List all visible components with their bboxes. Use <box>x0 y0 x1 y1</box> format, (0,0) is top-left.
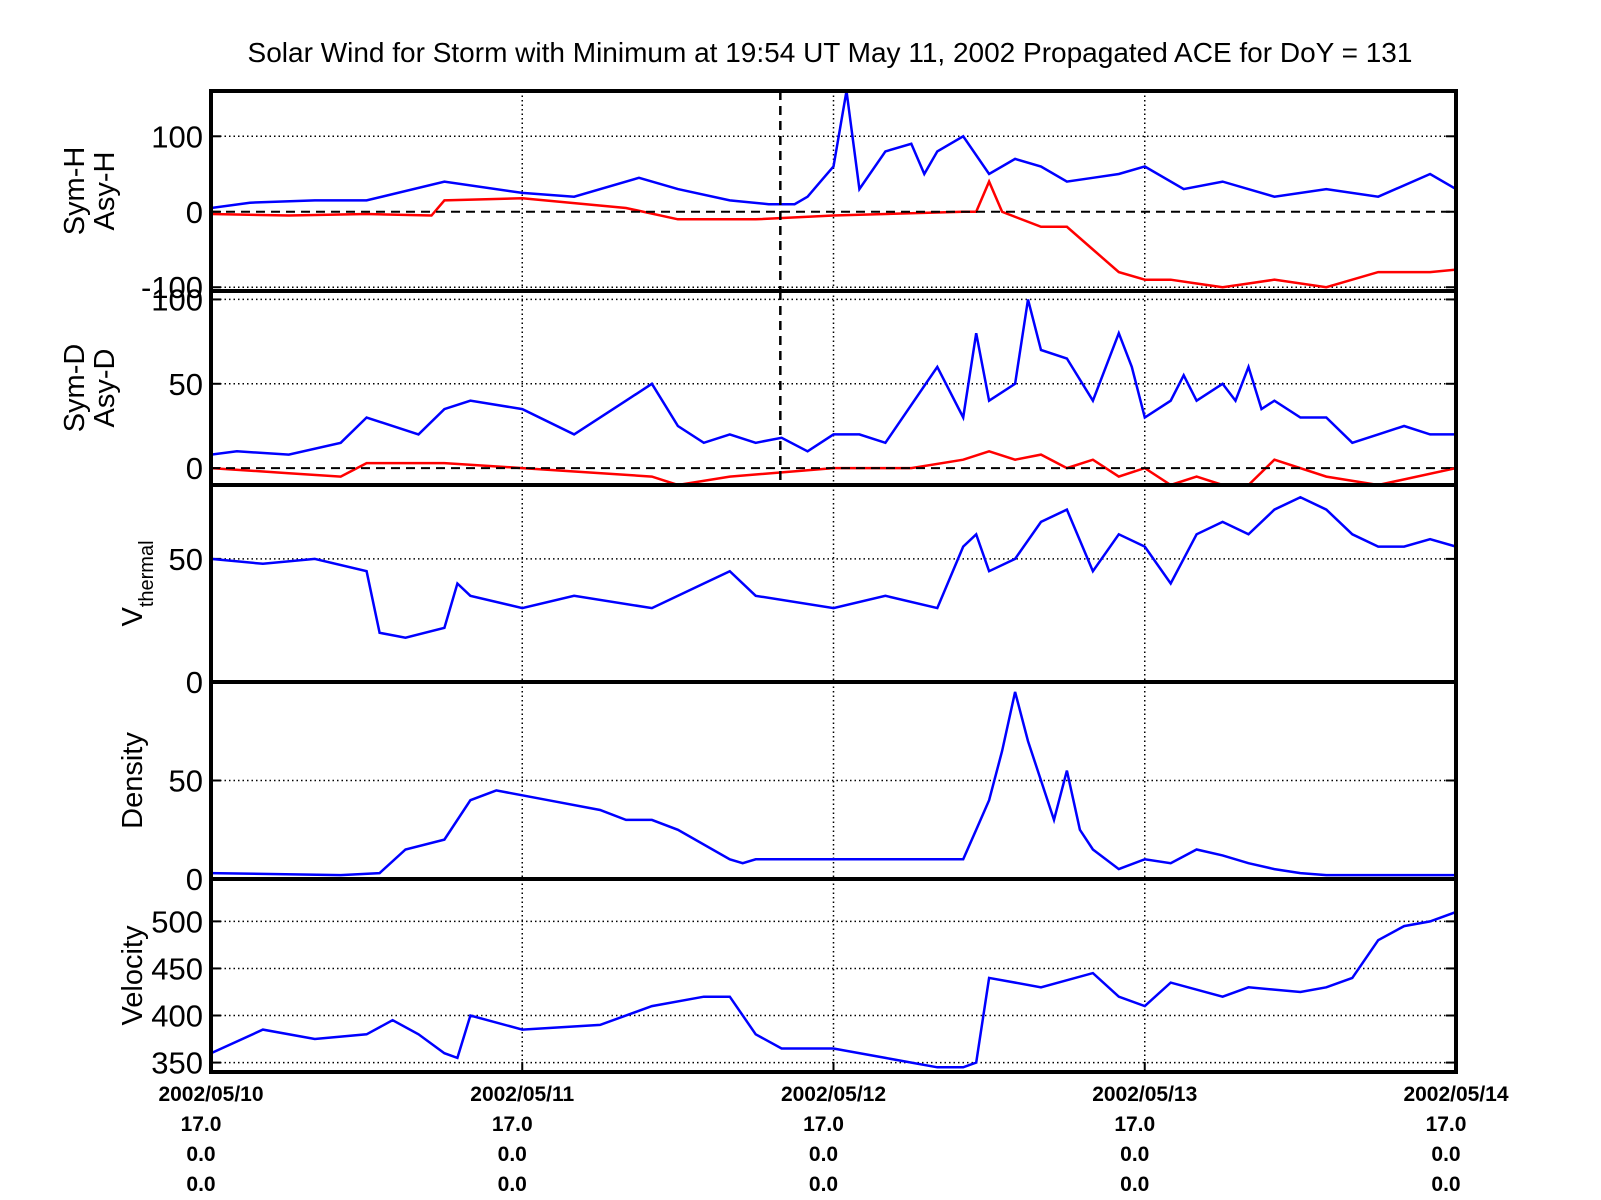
x-tick-sublabel: 17.0 <box>803 1113 844 1136</box>
x-tick-sublabel: 17.0 <box>1114 1113 1155 1136</box>
y-axis-label: Vthermal <box>117 540 158 626</box>
y-tick-label: 0 <box>186 195 203 230</box>
panel-frame <box>209 289 1458 487</box>
panel-frame <box>209 877 1458 1074</box>
y-tick-label: -100 <box>141 270 203 305</box>
x-tick-sublabel: 0.0 <box>186 1173 215 1196</box>
y-axis-label: Sym-DAsy-D <box>59 344 121 433</box>
y-axis-label: Density <box>117 732 149 829</box>
panels: -100 0 100 Sym-HAsy-H 0 50 100 Sym-DAsy-D 0 50 Vth… <box>59 89 1458 1081</box>
y-tick-label: 50 <box>169 764 203 799</box>
x-tick-sublabel: 17.0 <box>181 1113 222 1136</box>
x-tick-sublabel: 0.0 <box>1120 1173 1149 1196</box>
y-tick-label: 0 <box>186 862 203 897</box>
y-tick-label: 500 <box>151 904 203 939</box>
series-line-blue <box>211 299 1456 456</box>
x-tick-date: 2002/05/14 <box>1403 1083 1508 1106</box>
x-tick-sublabel: 0.0 <box>498 1173 527 1196</box>
x-tick-sublabel: 0.0 <box>1431 1143 1460 1166</box>
x-tick-date: 2002/05/10 <box>158 1083 263 1106</box>
x-tick-sublabel: 0.0 <box>498 1143 527 1166</box>
x-axis: 2002/05/10 17.0 0.0 0.0 2002/05/11 17.0 0.0 0.0… <box>158 1062 1509 1196</box>
series-line-blue <box>211 495 1456 639</box>
y-tick-label: 0 <box>186 451 203 486</box>
series-line-blue <box>211 910 1456 1069</box>
panel-density: 0 50 Density <box>117 680 1458 897</box>
panel-symd-asyd: 0 50 100 Sym-DAsy-D <box>59 282 1458 487</box>
series-line-red <box>211 178 1456 289</box>
y-tick-label: 50 <box>169 542 203 577</box>
x-tick-date: 2002/05/12 <box>781 1083 886 1106</box>
series-line-blue <box>211 91 1456 210</box>
series-line-blue <box>211 691 1456 877</box>
x-tick-sublabel: 17.0 <box>492 1113 533 1136</box>
y-axis-label: Velocity <box>117 925 149 1025</box>
x-tick-sublabel: 0.0 <box>809 1143 838 1166</box>
x-tick-date: 2002/05/11 <box>470 1083 574 1106</box>
y-tick-label: 100 <box>151 282 203 317</box>
y-tick-label: 350 <box>151 1046 203 1081</box>
x-tick-sublabel: 0.0 <box>1120 1143 1149 1166</box>
y-axis-label: Sym-HAsy-H <box>59 147 121 236</box>
panel-vthermal: 0 50 Vthermal <box>117 483 1458 700</box>
chart-title: Solar Wind for Storm with Minimum at 19:… <box>248 37 1413 68</box>
x-tick-sublabel: 0.0 <box>1431 1173 1460 1196</box>
y-tick-label: 0 <box>186 665 203 700</box>
y-tick-label: 100 <box>151 119 203 154</box>
series-line-red <box>211 449 1456 485</box>
y-tick-label: 50 <box>169 367 203 402</box>
x-tick-sublabel: 17.0 <box>1426 1113 1467 1136</box>
y-tick-label: 400 <box>151 999 203 1034</box>
x-tick-sublabel: 0.0 <box>186 1143 215 1166</box>
x-tick-date: 2002/05/13 <box>1092 1083 1197 1106</box>
panel-symh-asyh: -100 0 100 Sym-HAsy-H <box>59 89 1458 305</box>
y-tick-label: 450 <box>151 951 203 986</box>
x-tick-sublabel: 0.0 <box>809 1173 838 1196</box>
